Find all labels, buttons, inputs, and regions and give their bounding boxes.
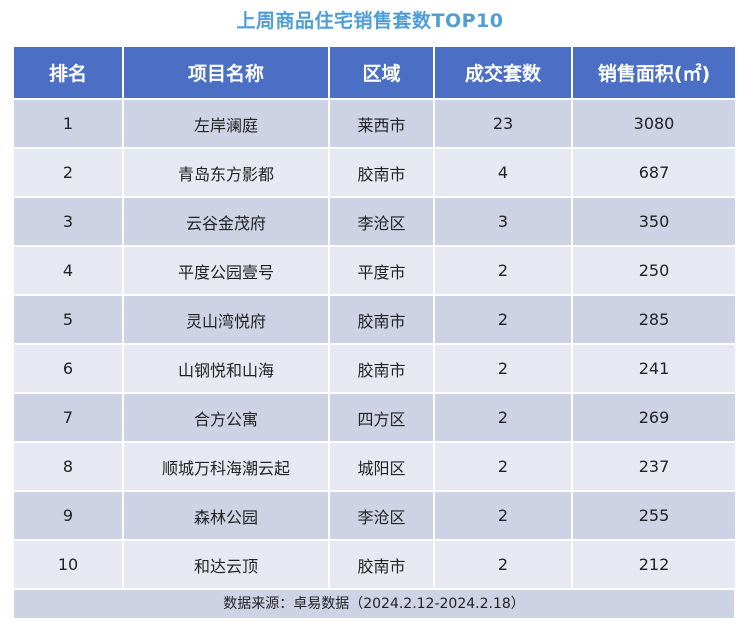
project-name-cell: 灵山湾悦府: [124, 296, 328, 343]
project-name-cell: 平度公园壹号: [124, 247, 328, 294]
district-cell: 李沧区: [330, 492, 433, 539]
district-cell: 胶南市: [330, 541, 433, 588]
project-name-cell: 森林公园: [124, 492, 328, 539]
table-row: 1 左岸澜庭 莱西市 23 3080: [14, 100, 735, 147]
area-cell: 237: [573, 443, 735, 490]
area-cell: 241: [573, 345, 735, 392]
table-row: 3 云谷金茂府 李沧区 3 350: [14, 198, 735, 245]
units-cell: 2: [435, 541, 571, 588]
district-cell: 胶南市: [330, 345, 433, 392]
table-row: 5 灵山湾悦府 胶南市 2 285: [14, 296, 735, 343]
rank-cell: 7: [14, 394, 122, 441]
units-cell: 2: [435, 296, 571, 343]
rank-cell: 4: [14, 247, 122, 294]
area-cell: 255: [573, 492, 735, 539]
table-title: 上周商品住宅销售套数TOP10: [236, 10, 504, 32]
header-rank: 排名: [14, 47, 122, 98]
project-name-cell: 云谷金茂府: [124, 198, 328, 245]
rank-cell: 5: [14, 296, 122, 343]
data-source-note: 数据来源：卓易数据（2024.2.12-2024.2.18）: [14, 590, 734, 618]
project-name-cell: 青岛东方影都: [124, 149, 328, 196]
rank-cell: 9: [14, 492, 122, 539]
rank-cell: 6: [14, 345, 122, 392]
table-row: 10 和达云顶 胶南市 2 212: [14, 541, 735, 588]
rank-cell: 2: [14, 149, 122, 196]
project-name-cell: 合方公寓: [124, 394, 328, 441]
project-name-cell: 顺城万科海潮云起: [124, 443, 328, 490]
units-cell: 2: [435, 247, 571, 294]
area-cell: 350: [573, 198, 735, 245]
project-name-cell: 山钢悦和山海: [124, 345, 328, 392]
project-name-cell: 左岸澜庭: [124, 100, 328, 147]
area-cell: 3080: [573, 100, 735, 147]
area-cell: 250: [573, 247, 735, 294]
units-cell: 3: [435, 198, 571, 245]
units-cell: 2: [435, 345, 571, 392]
table-row: 6 山钢悦和山海 胶南市 2 241: [14, 345, 735, 392]
units-cell: 23: [435, 100, 571, 147]
header-project-name: 项目名称: [124, 47, 328, 98]
district-cell: 莱西市: [330, 100, 433, 147]
rank-cell: 8: [14, 443, 122, 490]
table-row: 7 合方公寓 四方区 2 269: [14, 394, 735, 441]
area-cell: 285: [573, 296, 735, 343]
table-row: 2 青岛东方影都 胶南市 4 687: [14, 149, 735, 196]
table-row: 4 平度公园壹号 平度市 2 250: [14, 247, 735, 294]
header-units-sold: 成交套数: [435, 47, 571, 98]
table-row: 9 森林公园 李沧区 2 255: [14, 492, 735, 539]
area-cell: 269: [573, 394, 735, 441]
district-cell: 胶南市: [330, 149, 433, 196]
header-district: 区域: [330, 47, 433, 98]
district-cell: 四方区: [330, 394, 433, 441]
rank-cell: 10: [14, 541, 122, 588]
district-cell: 平度市: [330, 247, 433, 294]
project-name-cell: 和达云顶: [124, 541, 328, 588]
district-cell: 胶南市: [330, 296, 433, 343]
area-cell: 212: [573, 541, 735, 588]
units-cell: 2: [435, 394, 571, 441]
units-cell: 2: [435, 492, 571, 539]
header-sales-area: 销售面积(㎡): [573, 47, 735, 98]
rank-cell: 3: [14, 198, 122, 245]
sales-table: 排名 项目名称 区域 成交套数 销售面积(㎡) 1 左岸澜庭 莱西市 23 30…: [12, 45, 737, 590]
rank-cell: 1: [14, 100, 122, 147]
area-cell: 687: [573, 149, 735, 196]
district-cell: 城阳区: [330, 443, 433, 490]
district-cell: 李沧区: [330, 198, 433, 245]
units-cell: 4: [435, 149, 571, 196]
units-cell: 2: [435, 443, 571, 490]
table-row: 8 顺城万科海潮云起 城阳区 2 237: [14, 443, 735, 490]
table-header-row: 排名 项目名称 区域 成交套数 销售面积(㎡): [14, 47, 735, 98]
